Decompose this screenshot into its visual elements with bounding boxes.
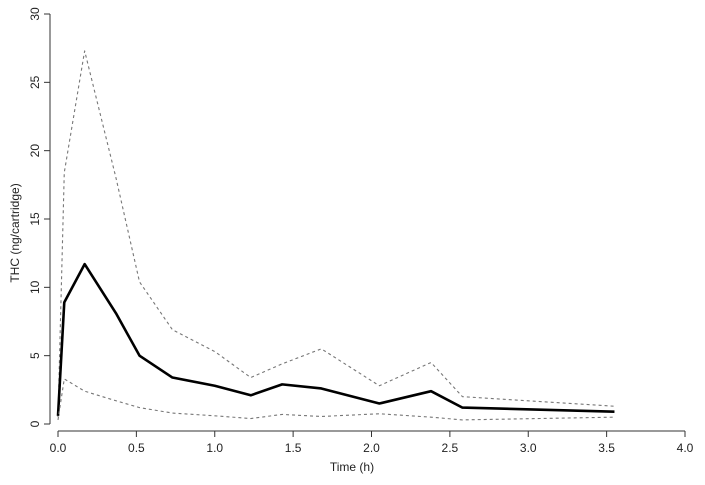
series-line — [57, 50, 615, 418]
x-tick-label: 2.0 — [363, 441, 380, 455]
x-tick-label: 0.5 — [128, 441, 145, 455]
y-tick-label: 20 — [28, 144, 42, 158]
x-tick-label: 2.5 — [442, 441, 459, 455]
y-tick-label: 0 — [28, 420, 42, 427]
y-tick-label: 30 — [28, 7, 42, 21]
x-tick-label: 1.5 — [285, 441, 302, 455]
y-tick-label: 25 — [28, 75, 42, 89]
series-line — [56, 262, 615, 416]
series-line — [57, 378, 615, 421]
y-tick-label: 10 — [28, 280, 42, 294]
x-tick-label: 4.0 — [677, 441, 694, 455]
y-tick-label: 5 — [28, 352, 42, 359]
x-tick-label: 3.0 — [520, 441, 537, 455]
x-tick-label: 1.0 — [206, 441, 223, 455]
x-tick-label: 0.0 — [50, 441, 67, 455]
y-axis-label: THC (ng/cartridge) — [8, 183, 22, 282]
y-tick-label: 15 — [28, 212, 42, 226]
x-tick-label: 3.5 — [598, 441, 615, 455]
x-axis-label: Time (h) — [330, 460, 374, 474]
